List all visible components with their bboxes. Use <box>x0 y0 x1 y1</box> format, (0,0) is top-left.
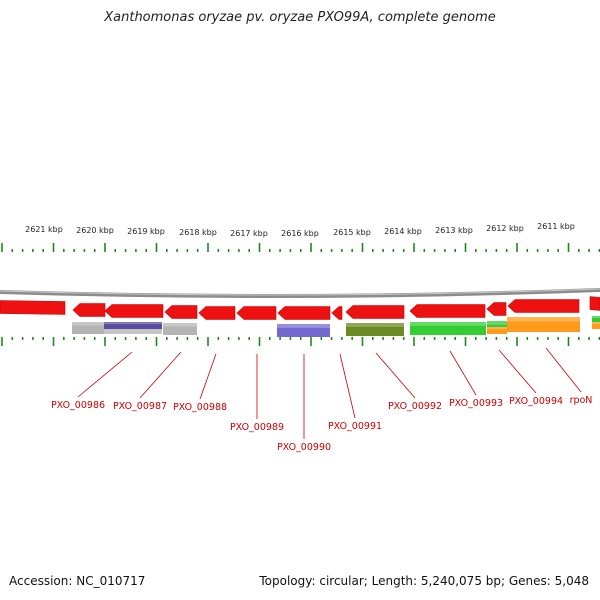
backbone-arc <box>0 288 600 299</box>
scale-label: 2619 kbp <box>127 227 165 236</box>
scale-label: 2620 kbp <box>76 226 114 235</box>
feature-highlight <box>104 322 162 325</box>
feature-highlight <box>487 321 507 325</box>
gene-arrow <box>409 304 486 318</box>
scale-label: 2614 kbp <box>384 227 422 236</box>
scale-label: 2611 kbp <box>537 222 575 231</box>
gene-arrow <box>507 299 580 313</box>
gene-label: PXO_00992 <box>388 401 442 412</box>
feature-block <box>487 327 507 334</box>
backbone-arc-highlight <box>0 288 600 296</box>
gene-arrow <box>164 305 198 319</box>
feature-block <box>410 322 486 335</box>
gene-label: PXO_00994 <box>509 396 563 407</box>
leader-line <box>498 349 537 394</box>
feature-highlight <box>592 316 600 318</box>
gene-arrow <box>345 305 405 319</box>
gene-label: PXO_00986 <box>51 400 105 411</box>
gene-track <box>0 296 600 320</box>
scale-label: 2613 kbp <box>435 226 473 235</box>
scale-label: 2612 kbp <box>486 224 524 233</box>
scale-ticks-top <box>1 243 600 252</box>
gene-label: PXO_00991 <box>328 421 382 432</box>
feature-highlight <box>507 317 580 322</box>
leader-line <box>339 353 356 419</box>
scale-label: 2618 kbp <box>179 228 217 237</box>
scale-label: 2617 kbp <box>230 229 268 238</box>
scale-labels: 2621 kbp 2620 kbp 2619 kbp 2618 kbp 2617 kbp… <box>25 222 575 238</box>
gene-arrow <box>331 306 343 320</box>
feature-highlight <box>592 322 600 325</box>
leader-line <box>449 350 477 396</box>
gene-arrow <box>72 303 106 317</box>
feature-highlight <box>163 323 197 327</box>
feature-block <box>277 324 330 337</box>
feature-block <box>592 316 600 322</box>
feature-highlight <box>346 323 404 327</box>
gene-label: PXO_00989 <box>230 422 284 433</box>
leader-line <box>139 351 182 399</box>
gene-label: rpoN <box>570 395 593 406</box>
feature-block <box>507 317 580 332</box>
scale-label: 2615 kbp <box>333 228 371 237</box>
gene-label: PXO_00990 <box>277 442 331 453</box>
gene-arrow <box>0 300 66 315</box>
gene-label: PXO_00993 <box>449 398 503 409</box>
gene-arrow <box>104 304 164 318</box>
feature-block <box>163 323 197 335</box>
gene-label: PXO_00988 <box>173 402 227 413</box>
gene-arrow <box>486 302 507 316</box>
leader-line <box>199 353 217 400</box>
scale-ticks-bottom <box>1 337 600 346</box>
feature-block <box>72 322 105 334</box>
gene-arrow <box>277 306 331 320</box>
feature-highlight <box>277 324 330 328</box>
feature-highlight <box>487 327 507 330</box>
feature-block <box>592 322 600 329</box>
gene-arrow <box>589 296 600 311</box>
feature-highlight <box>72 322 105 326</box>
gene-arrow <box>198 306 236 320</box>
leader-line <box>375 352 416 399</box>
gene-label: PXO_00987 <box>113 401 167 412</box>
topology-label: Topology: circular; Length: 5,240,075 bp… <box>259 574 589 588</box>
feature-block <box>346 323 404 336</box>
feature-highlight <box>410 322 486 326</box>
gene-arrow <box>236 306 277 320</box>
leader-line <box>545 347 582 393</box>
leader-line <box>77 351 133 398</box>
feature-block <box>104 322 162 329</box>
accession-label: Accession: NC_010717 <box>9 574 146 588</box>
map-title: Xanthomonas oryzae pv. oryzae PXO99A, co… <box>104 10 496 25</box>
feature-track <box>72 316 600 337</box>
scale-label: 2621 kbp <box>25 225 63 234</box>
scale-label: 2616 kbp <box>281 229 319 238</box>
